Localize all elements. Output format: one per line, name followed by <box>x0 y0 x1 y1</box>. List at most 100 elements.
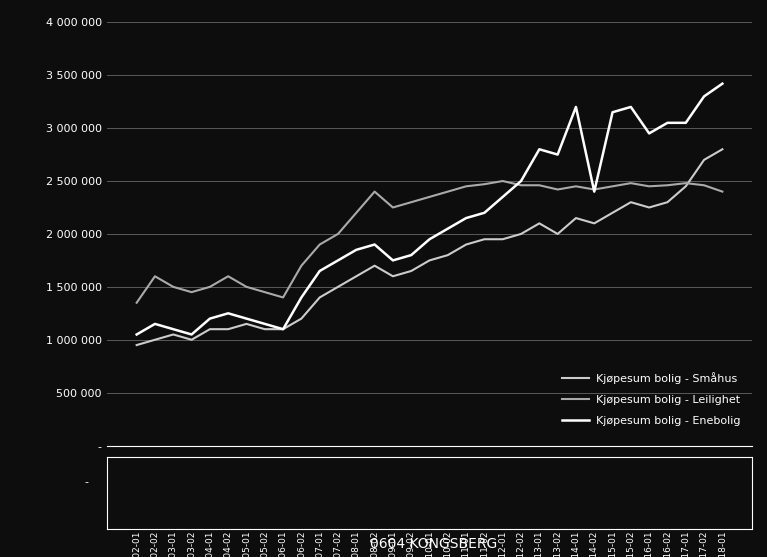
Kjøpesum bolig - Enebolig <box>700 93 709 100</box>
Kjøpesum bolig - Leilighet <box>700 182 709 189</box>
Kjøpesum bolig - Enebolig <box>718 80 727 87</box>
Kjøpesum bolig - Småhus <box>626 199 635 206</box>
Kjøpesum bolig - Enebolig <box>150 320 160 327</box>
Kjøpesum bolig - Enebolig <box>224 310 233 316</box>
Kjøpesum bolig - Enebolig <box>553 151 562 158</box>
Kjøpesum bolig - Leilighet <box>425 193 434 200</box>
Kjøpesum bolig - Leilighet <box>315 241 324 248</box>
Kjøpesum bolig - Småhus <box>608 209 617 216</box>
Kjøpesum bolig - Enebolig <box>498 193 507 200</box>
Kjøpesum bolig - Leilighet <box>644 183 653 189</box>
Kjøpesum bolig - Leilighet <box>334 231 343 237</box>
Kjøpesum bolig - Småhus <box>169 331 178 338</box>
Kjøpesum bolig - Leilighet <box>260 289 269 295</box>
Kjøpesum bolig - Enebolig <box>407 252 416 258</box>
Kjøpesum bolig - Enebolig <box>370 241 379 248</box>
Kjøpesum bolig - Småhus <box>150 336 160 343</box>
Kjøpesum bolig - Leilighet <box>571 183 581 189</box>
Kjøpesum bolig - Småhus <box>443 252 453 258</box>
Kjøpesum bolig - Småhus <box>553 231 562 237</box>
Kjøpesum bolig - Leilighet <box>626 180 635 187</box>
Kjøpesum bolig - Småhus <box>132 341 141 349</box>
Kjøpesum bolig - Leilighet <box>590 186 599 193</box>
Kjøpesum bolig - Småhus <box>516 231 525 237</box>
Kjøpesum bolig - Leilighet <box>443 188 453 195</box>
Kjøpesum bolig - Småhus <box>407 268 416 275</box>
Kjøpesum bolig - Småhus <box>352 273 361 280</box>
Line: Kjøpesum bolig - Enebolig: Kjøpesum bolig - Enebolig <box>137 84 723 334</box>
Kjøpesum bolig - Leilighet <box>278 294 288 301</box>
Kjøpesum bolig - Enebolig <box>206 315 215 322</box>
Kjøpesum bolig - Småhus <box>315 294 324 301</box>
Kjøpesum bolig - Småhus <box>278 326 288 333</box>
Kjøpesum bolig - Småhus <box>242 320 251 327</box>
Kjøpesum bolig - Småhus <box>681 183 690 189</box>
Kjøpesum bolig - Småhus <box>700 157 709 163</box>
Kjøpesum bolig - Leilighet <box>187 289 196 295</box>
Kjøpesum bolig - Leilighet <box>150 273 160 280</box>
Kjøpesum bolig - Leilighet <box>132 299 141 306</box>
Kjøpesum bolig - Enebolig <box>352 246 361 253</box>
Kjøpesum bolig - Leilighet <box>480 181 489 188</box>
Kjøpesum bolig - Leilighet <box>169 284 178 290</box>
Kjøpesum bolig - Enebolig <box>334 257 343 263</box>
Kjøpesum bolig - Småhus <box>260 326 269 333</box>
Kjøpesum bolig - Småhus <box>718 146 727 153</box>
Kjøpesum bolig - Småhus <box>388 273 397 280</box>
Kjøpesum bolig - Enebolig <box>681 119 690 126</box>
Kjøpesum bolig - Leilighet <box>681 180 690 187</box>
Kjøpesum bolig - Leilighet <box>224 273 233 280</box>
Kjøpesum bolig - Leilighet <box>553 186 562 193</box>
Kjøpesum bolig - Enebolig <box>260 320 269 327</box>
Kjøpesum bolig - Leilighet <box>462 183 471 189</box>
Kjøpesum bolig - Småhus <box>370 262 379 269</box>
Kjøpesum bolig - Leilighet <box>718 188 727 195</box>
Kjøpesum bolig - Enebolig <box>169 326 178 333</box>
Kjøpesum bolig - Leilighet <box>352 209 361 216</box>
Line: Kjøpesum bolig - Leilighet: Kjøpesum bolig - Leilighet <box>137 181 723 302</box>
Text: 0604 KONGSBERG: 0604 KONGSBERG <box>370 538 497 551</box>
Kjøpesum bolig - Enebolig <box>663 119 672 126</box>
Kjøpesum bolig - Enebolig <box>516 178 525 184</box>
Kjøpesum bolig - Småhus <box>590 220 599 227</box>
Kjøpesum bolig - Enebolig <box>571 104 581 110</box>
Kjøpesum bolig - Leilighet <box>206 284 215 290</box>
Kjøpesum bolig - Enebolig <box>644 130 653 136</box>
Kjøpesum bolig - Småhus <box>462 241 471 248</box>
Kjøpesum bolig - Leilighet <box>407 199 416 206</box>
Legend: Kjøpesum bolig - Småhus, Kjøpesum bolig - Leilighet, Kjøpesum bolig - Enebolig: Kjøpesum bolig - Småhus, Kjøpesum bolig … <box>556 367 746 432</box>
Kjøpesum bolig - Småhus <box>571 214 581 221</box>
Kjøpesum bolig - Leilighet <box>242 284 251 290</box>
Kjøpesum bolig - Småhus <box>498 236 507 243</box>
Kjøpesum bolig - Leilighet <box>516 182 525 189</box>
Kjøpesum bolig - Småhus <box>206 326 215 333</box>
Kjøpesum bolig - Småhus <box>663 199 672 206</box>
Kjøpesum bolig - Enebolig <box>315 268 324 275</box>
Kjøpesum bolig - Småhus <box>334 284 343 290</box>
Kjøpesum bolig - Enebolig <box>480 209 489 216</box>
Kjøpesum bolig - Enebolig <box>443 225 453 232</box>
Kjøpesum bolig - Småhus <box>297 315 306 322</box>
Kjøpesum bolig - Enebolig <box>187 331 196 338</box>
Kjøpesum bolig - Leilighet <box>498 178 507 184</box>
Kjøpesum bolig - Enebolig <box>242 315 251 322</box>
Kjøpesum bolig - Leilighet <box>663 182 672 189</box>
Kjøpesum bolig - Småhus <box>224 326 233 333</box>
Kjøpesum bolig - Leilighet <box>535 182 544 189</box>
Kjøpesum bolig - Enebolig <box>462 214 471 221</box>
Kjøpesum bolig - Enebolig <box>608 109 617 116</box>
Text: -: - <box>84 477 88 487</box>
Kjøpesum bolig - Småhus <box>425 257 434 263</box>
Kjøpesum bolig - Enebolig <box>590 188 599 195</box>
Kjøpesum bolig - Leilighet <box>297 262 306 269</box>
Kjøpesum bolig - Enebolig <box>535 146 544 153</box>
Kjøpesum bolig - Leilighet <box>370 188 379 195</box>
Kjøpesum bolig - Enebolig <box>388 257 397 263</box>
Kjøpesum bolig - Leilighet <box>608 183 617 189</box>
Kjøpesum bolig - Enebolig <box>626 104 635 110</box>
Kjøpesum bolig - Leilighet <box>388 204 397 211</box>
Kjøpesum bolig - Småhus <box>644 204 653 211</box>
Kjøpesum bolig - Småhus <box>535 220 544 227</box>
Kjøpesum bolig - Småhus <box>480 236 489 243</box>
Kjøpesum bolig - Enebolig <box>278 326 288 333</box>
